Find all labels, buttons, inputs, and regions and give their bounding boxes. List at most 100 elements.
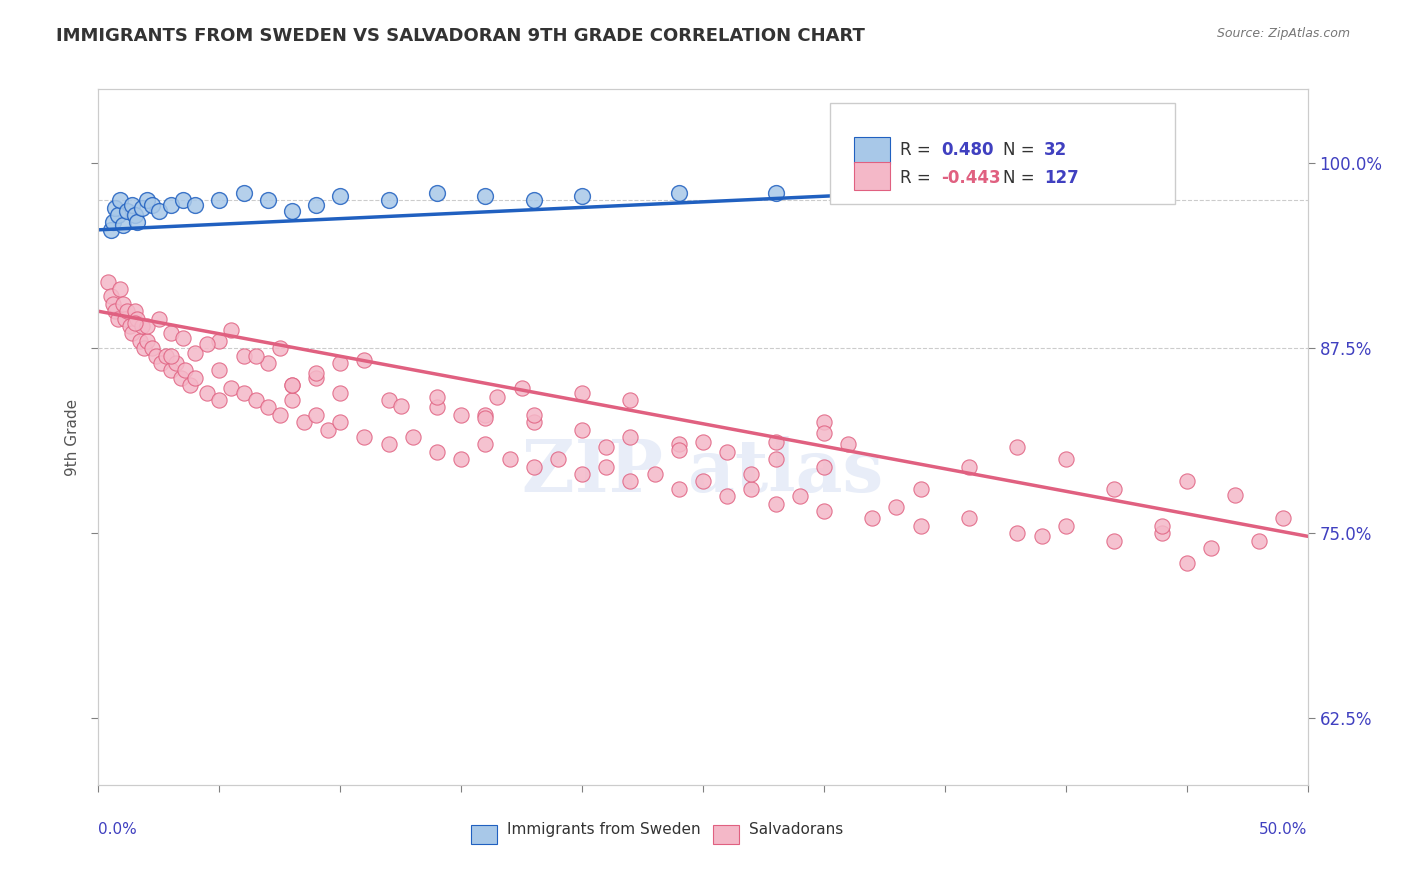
Point: [668, 186, 690, 200]
Point: [104, 304, 127, 318]
Point: [910, 482, 932, 496]
Point: [860, 183, 883, 197]
Point: [108, 282, 131, 296]
Point: [256, 401, 278, 415]
Point: [1152, 526, 1174, 541]
Point: [765, 497, 787, 511]
Point: [150, 356, 173, 370]
Point: [160, 349, 183, 363]
Point: [111, 297, 134, 311]
Point: [547, 452, 569, 467]
Point: [765, 186, 787, 200]
Text: Immigrants from Sweden: Immigrants from Sweden: [508, 822, 700, 837]
Point: [510, 381, 533, 395]
Point: [1223, 488, 1246, 502]
Point: [450, 452, 472, 467]
Point: [571, 188, 593, 202]
Y-axis label: 9th Grade: 9th Grade: [65, 399, 80, 475]
Point: [474, 188, 496, 202]
Point: [101, 215, 124, 229]
Point: [692, 475, 714, 489]
Point: [117, 203, 139, 218]
Point: [107, 208, 129, 222]
Point: [124, 208, 146, 222]
Point: [957, 459, 980, 474]
Point: [121, 197, 143, 211]
FancyBboxPatch shape: [830, 103, 1174, 204]
Text: IMMIGRANTS FROM SWEDEN VS SALVADORAN 9TH GRADE CORRELATION CHART: IMMIGRANTS FROM SWEDEN VS SALVADORAN 9TH…: [56, 27, 865, 45]
FancyBboxPatch shape: [471, 824, 498, 844]
Point: [305, 367, 328, 381]
Point: [269, 408, 291, 422]
Text: R =: R =: [900, 142, 931, 160]
Point: [208, 334, 231, 348]
Point: [765, 434, 787, 449]
Point: [765, 452, 787, 467]
Point: [127, 311, 149, 326]
Text: Salvadorans: Salvadorans: [749, 822, 844, 837]
Point: [141, 197, 163, 211]
Text: R =: R =: [900, 169, 931, 186]
Point: [124, 304, 146, 318]
Point: [1249, 533, 1271, 548]
Point: [281, 378, 304, 392]
Point: [1031, 529, 1053, 543]
Point: [426, 390, 449, 404]
Point: [498, 452, 520, 467]
Point: [134, 341, 156, 355]
Point: [135, 193, 157, 207]
Point: [160, 197, 183, 211]
Point: [221, 381, 243, 395]
Point: [245, 349, 267, 363]
Point: [571, 467, 593, 481]
Point: [97, 275, 120, 289]
Point: [668, 482, 690, 496]
Point: [135, 334, 157, 348]
Point: [256, 356, 278, 370]
Point: [716, 445, 738, 459]
Point: [117, 304, 139, 318]
Point: [305, 408, 328, 422]
Point: [118, 319, 141, 334]
Point: [789, 489, 811, 503]
FancyBboxPatch shape: [855, 162, 890, 190]
Text: -0.443: -0.443: [941, 169, 1001, 186]
Point: [101, 297, 124, 311]
Point: [281, 203, 304, 218]
Point: [981, 183, 1004, 197]
Point: [155, 349, 177, 363]
Point: [886, 500, 908, 514]
Point: [174, 363, 197, 377]
Point: [172, 331, 194, 345]
Point: [1102, 533, 1125, 548]
FancyBboxPatch shape: [713, 824, 740, 844]
Text: 0.480: 0.480: [941, 142, 994, 160]
Point: [1007, 526, 1029, 541]
Point: [1272, 511, 1295, 525]
Point: [716, 489, 738, 503]
Point: [389, 399, 412, 413]
Point: [281, 378, 304, 392]
Point: [353, 353, 375, 368]
Point: [523, 193, 546, 207]
Point: [172, 193, 194, 207]
Point: [571, 423, 593, 437]
Point: [1054, 519, 1077, 533]
Point: [305, 371, 328, 385]
Text: N =: N =: [1002, 142, 1035, 160]
Point: [179, 378, 201, 392]
Point: [474, 408, 496, 422]
Point: [184, 197, 207, 211]
Point: [208, 393, 231, 408]
Point: [148, 203, 170, 218]
Point: [523, 415, 546, 429]
Point: [377, 193, 399, 207]
Point: [108, 193, 131, 207]
Text: 0.0%: 0.0%: [98, 822, 138, 837]
Point: [329, 385, 352, 400]
Point: [169, 371, 191, 385]
Point: [426, 445, 449, 459]
Point: [208, 363, 231, 377]
Point: [232, 385, 254, 400]
Point: [305, 197, 328, 211]
